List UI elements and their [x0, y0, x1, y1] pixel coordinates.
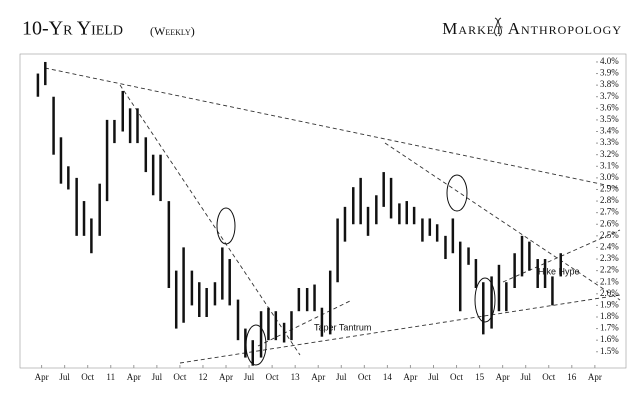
y-tick-label: 1.6%: [600, 334, 619, 344]
x-tick-label: Oct: [266, 372, 279, 382]
y-tick-label: 2.7%: [600, 207, 619, 217]
y-tick-label: 3.9%: [600, 68, 619, 78]
x-tick-label: Apr: [588, 372, 602, 382]
y-tick-label: 4.0%: [600, 56, 619, 66]
x-tick-label: 11: [106, 372, 115, 382]
x-tick-label: Oct: [358, 372, 371, 382]
y-tick-label: 3.7%: [600, 91, 619, 101]
x-tick-label: Jul: [428, 372, 439, 382]
x-tick-label: 16: [567, 372, 577, 382]
x-tick-label: Jul: [520, 372, 531, 382]
x-tick-label: Jul: [244, 372, 255, 382]
brand-icon: [493, 17, 503, 37]
y-tick-label: 3.8%: [600, 79, 619, 89]
trendline: [384, 142, 621, 301]
x-tick-label: Apr: [35, 372, 49, 382]
x-tick-label: Oct: [173, 372, 186, 382]
x-tick-label: Apr: [127, 372, 141, 382]
x-tick-label: Jul: [152, 372, 163, 382]
trendline: [179, 294, 621, 364]
x-tick-label: 13: [291, 372, 301, 382]
y-tick-label: 3.2%: [600, 149, 619, 159]
x-tick-label: Oct: [542, 372, 555, 382]
chart-title: 10-Yr Yield: [22, 18, 123, 40]
y-tick-label: 3.5%: [600, 114, 619, 124]
y-tick-label: 2.5%: [600, 230, 619, 240]
y-tick-label: 2.1%: [600, 276, 619, 286]
x-tick-label: Jul: [59, 372, 70, 382]
y-tick-label: 1.8%: [600, 311, 619, 321]
plot-frame: [19, 53, 627, 369]
highlight-circle: [446, 174, 468, 212]
x-tick-label: Apr: [219, 372, 233, 382]
highlight-circle: [216, 207, 236, 245]
annotation: Taper Tantrum: [314, 322, 371, 332]
x-tick-label: Apr: [496, 372, 510, 382]
highlight-circle: [474, 277, 496, 323]
y-tick-label: 3.6%: [600, 102, 619, 112]
x-tick-label: Oct: [450, 372, 463, 382]
chart-subtitle: (Weekly): [150, 24, 195, 38]
x-tick-label: Jul: [336, 372, 347, 382]
y-tick-label: 2.3%: [600, 253, 619, 263]
y-tick-label: 2.6%: [600, 218, 619, 228]
x-tick-label: 12: [198, 372, 207, 382]
y-tick-label: 3.4%: [600, 126, 619, 136]
y-tick-label: 2.0%: [600, 288, 619, 298]
y-tick-label: 3.1%: [600, 160, 619, 170]
y-tick-label: 2.2%: [600, 265, 619, 275]
x-tick-label: 15: [475, 372, 485, 382]
brand: Market Anthropology: [442, 19, 622, 38]
x-tick-label: Oct: [81, 372, 94, 382]
y-tick-label: 1.5%: [600, 346, 619, 356]
x-tick-label: Apr: [311, 372, 325, 382]
trendline: [257, 299, 353, 347]
y-tick-label: 2.8%: [600, 195, 619, 205]
y-tick-label: 3.0%: [600, 172, 619, 182]
annotation: Hike Hype: [538, 266, 580, 276]
y-tick-label: 2.4%: [600, 241, 619, 251]
x-tick-label: Apr: [403, 372, 417, 382]
trendline: [119, 84, 301, 356]
y-tick-label: 1.9%: [600, 299, 619, 309]
y-tick-label: 1.7%: [600, 323, 619, 333]
y-tick-label: 2.9%: [600, 184, 619, 194]
y-tick-label: 3.3%: [600, 137, 619, 147]
x-tick-label: 14: [383, 372, 393, 382]
